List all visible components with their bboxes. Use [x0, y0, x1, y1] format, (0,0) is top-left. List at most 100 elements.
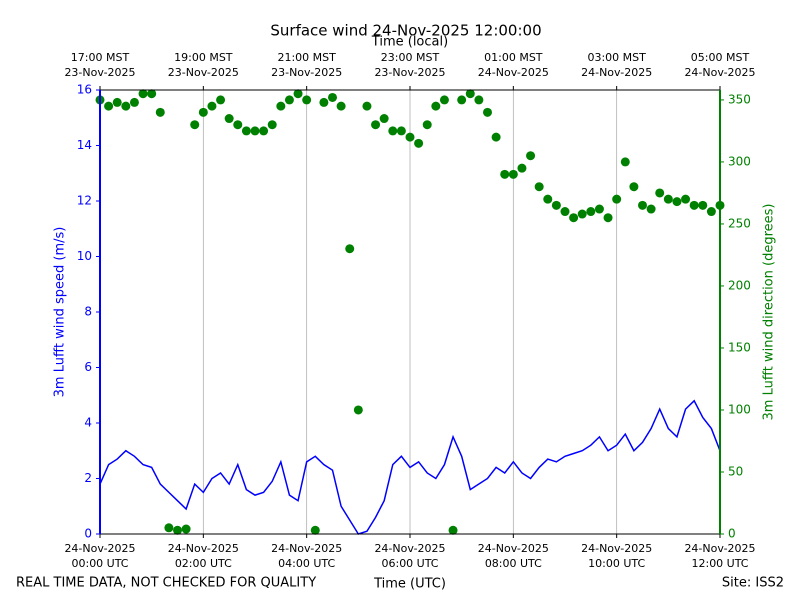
direction-point — [198, 107, 208, 117]
direction-point — [491, 132, 501, 142]
direction-point — [560, 207, 570, 217]
speed-line — [99, 399, 721, 535]
x2-tick-label: 24-Nov-2025 — [478, 66, 549, 79]
direction-point — [336, 101, 346, 111]
direction-point — [121, 101, 131, 111]
x-tick-label: 24-Nov-2025 — [581, 542, 652, 555]
x2-tick-label: 03:00 MST — [587, 51, 646, 64]
direction-point — [388, 126, 398, 136]
x-tick-label: 00:00 UTC — [71, 557, 128, 570]
y-tick-label: 8 — [84, 305, 92, 319]
direction-point — [543, 194, 553, 204]
direction-point — [594, 204, 604, 214]
direction-point — [345, 244, 355, 254]
direction-point — [181, 524, 191, 534]
x2-tick-label: 23-Nov-2025 — [374, 66, 445, 79]
direction-point — [138, 89, 148, 99]
direction-point — [173, 525, 182, 535]
direction-point — [577, 209, 587, 219]
direction-point — [698, 200, 708, 210]
direction-point — [672, 197, 682, 207]
direction-point — [155, 107, 165, 117]
direction-point — [224, 114, 234, 124]
y2-tick-label: 150 — [728, 340, 751, 354]
direction-point — [586, 207, 596, 217]
y-axis-label: 3m Lufft wind speed (m/s) — [53, 227, 68, 398]
direction-point — [706, 207, 716, 217]
direction-point — [551, 200, 561, 210]
x2-tick-label: 23:00 MST — [381, 51, 440, 64]
direction-point — [129, 97, 139, 107]
x2-tick-label: 24-Nov-2025 — [581, 66, 652, 79]
x2-tick-label: 23-Nov-2025 — [168, 66, 239, 79]
x2-tick-label: 01:00 MST — [484, 51, 543, 64]
direction-point — [629, 182, 639, 192]
x2-axis-label: Time (local) — [371, 35, 448, 50]
direction-point — [422, 120, 432, 130]
x2-tick-label: 17:00 MST — [71, 51, 130, 64]
direction-point — [233, 120, 243, 130]
direction-point — [319, 97, 329, 107]
direction-point — [414, 138, 424, 148]
direction-point — [517, 163, 527, 173]
y2-tick-label: 300 — [728, 154, 751, 168]
direction-point — [293, 89, 303, 99]
direction-point — [638, 200, 647, 210]
direction-point — [164, 523, 174, 533]
direction-point — [284, 95, 294, 105]
direction-point — [310, 525, 320, 535]
direction-point — [681, 194, 691, 204]
x-tick-label: 24-Nov-2025 — [271, 542, 342, 555]
y2-tick-label: 250 — [728, 216, 751, 230]
direction-point — [569, 213, 579, 223]
x-tick-label: 02:00 UTC — [175, 557, 232, 570]
y2-tick-label: 350 — [728, 92, 751, 106]
x-tick-label: 08:00 UTC — [485, 557, 542, 570]
direction-point — [259, 126, 269, 136]
direction-point — [465, 89, 475, 99]
y-tick-label: 4 — [84, 416, 92, 430]
y-tick-label: 12 — [77, 194, 92, 208]
x2-tick-label: 24-Nov-2025 — [684, 66, 755, 79]
y-tick-label: 2 — [84, 471, 92, 485]
direction-point — [439, 95, 449, 105]
y2-axis-label: 3m Lufft wind direction (degrees) — [762, 204, 777, 421]
direction-point — [508, 169, 518, 179]
y-tick-label: 16 — [77, 83, 92, 97]
direction-point — [612, 194, 622, 204]
direction-point — [620, 157, 630, 167]
x-tick-label: 24-Nov-2025 — [684, 542, 755, 555]
direction-point — [353, 405, 363, 415]
direction-point — [663, 194, 673, 204]
footer-note: REAL TIME DATA, NOT CHECKED FOR QUALITY — [16, 576, 316, 591]
direction-point — [250, 126, 260, 136]
x2-tick-label: 23-Nov-2025 — [64, 66, 135, 79]
x2-tick-label: 05:00 MST — [691, 51, 750, 64]
direction-point — [328, 92, 337, 102]
y2-tick-label: 0 — [728, 527, 736, 541]
direction-point — [474, 95, 484, 105]
direction-point — [104, 101, 114, 111]
direction-point — [190, 120, 200, 130]
x-tick-label: 10:00 UTC — [588, 557, 645, 570]
direction-point — [147, 89, 157, 99]
direction-point — [267, 120, 277, 130]
y-tick-label: 10 — [77, 249, 92, 263]
direction-point — [371, 120, 381, 130]
y2-tick-label: 100 — [728, 402, 751, 416]
x2-tick-label: 19:00 MST — [174, 51, 233, 64]
direction-point — [379, 114, 389, 124]
direction-point — [500, 169, 510, 179]
x2-tick-label: 21:00 MST — [277, 51, 336, 64]
direction-point — [207, 101, 217, 111]
direction-point — [405, 132, 415, 142]
direction-point — [431, 101, 441, 111]
x-tick-label: 24-Nov-2025 — [478, 542, 549, 555]
x-tick-label: 24-Nov-2025 — [168, 542, 239, 555]
y-tick-label: 0 — [84, 527, 92, 541]
direction-point — [483, 107, 492, 117]
direction-point — [646, 204, 656, 214]
direction-point — [603, 213, 613, 223]
direction-point — [112, 97, 122, 107]
